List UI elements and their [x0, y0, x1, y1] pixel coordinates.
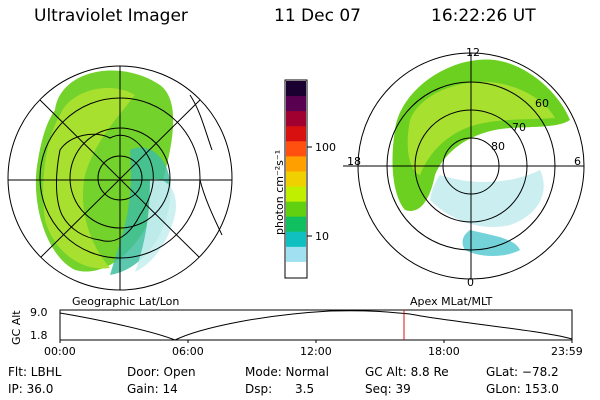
- colorbar-stripe: [286, 246, 306, 263]
- mlt-label-right: 6: [574, 155, 581, 168]
- footer-gain: Gain: 14: [127, 382, 178, 396]
- right-map-caption: Apex MLat/MLT: [410, 295, 493, 308]
- mlt-label-left: 18: [347, 155, 361, 168]
- time-tick-0000: 00:00: [44, 345, 76, 358]
- time-tick-1800: 18:00: [428, 345, 460, 358]
- instrument-title: Ultraviolet Imager: [34, 6, 188, 26]
- footer-gc-alt: GC Alt: 8.8 Re: [365, 365, 449, 379]
- altitude-plot: [59, 309, 573, 343]
- colorbar-stripe: [286, 126, 306, 142]
- colorbar-stripe: [286, 186, 306, 203]
- footer-flight: Flt: LBHL: [8, 365, 62, 379]
- time-tick-2359: 23:59: [551, 345, 583, 358]
- colorbar-stripe: [286, 261, 306, 278]
- footer-door: Door: Open: [127, 365, 196, 379]
- colorbar-stripe: [286, 201, 306, 218]
- colorbar-tick-100: 100: [315, 141, 336, 154]
- footer-dsp: Dsp: 3.5: [245, 382, 315, 396]
- mlt-label-top: 12: [466, 46, 480, 59]
- colorbar-stripe: [286, 141, 306, 157]
- altitude-ytick-min: 1.8: [30, 329, 48, 342]
- time-tick-0600: 06:00: [172, 345, 204, 358]
- colorbar-stripe: [286, 156, 306, 172]
- colorbar-stripe: [286, 171, 306, 188]
- altitude-ylabel: GC Alt: [10, 310, 23, 345]
- magnetic-map: [343, 52, 585, 280]
- mlat-label-80: 80: [491, 140, 505, 153]
- colorbar-stripe: [286, 81, 306, 97]
- colorbar-tick-10: 10: [315, 230, 329, 243]
- date-label: 11 Dec 07: [274, 6, 361, 26]
- footer-glon: GLon: 153.0: [486, 382, 559, 396]
- time-tick-1200: 12:00: [300, 345, 332, 358]
- time-label: 16:22:26 UT: [431, 6, 536, 26]
- colorbar: [284, 79, 312, 279]
- colorbar-stripe: [286, 231, 306, 248]
- colorbar-stripe: [286, 111, 306, 127]
- mlat-label-60: 60: [535, 97, 549, 110]
- mlt-label-bottom: 0: [467, 276, 474, 289]
- geographic-map: [7, 65, 233, 291]
- colorbar-unit-label: photon cm⁻²s⁻¹: [273, 149, 286, 235]
- colorbar-stripe: [286, 96, 306, 112]
- footer-seq: Seq: 39: [365, 382, 411, 396]
- footer-glat: GLat: −78.2: [486, 365, 559, 379]
- footer-mode: Mode: Normal: [245, 365, 329, 379]
- footer-ip: IP: 36.0: [8, 382, 54, 396]
- altitude-ytick-max: 9.0: [30, 306, 48, 319]
- left-map-caption: Geographic Lat/Lon: [72, 295, 180, 308]
- mlat-label-70: 70: [512, 121, 526, 134]
- colorbar-stripe: [286, 216, 306, 233]
